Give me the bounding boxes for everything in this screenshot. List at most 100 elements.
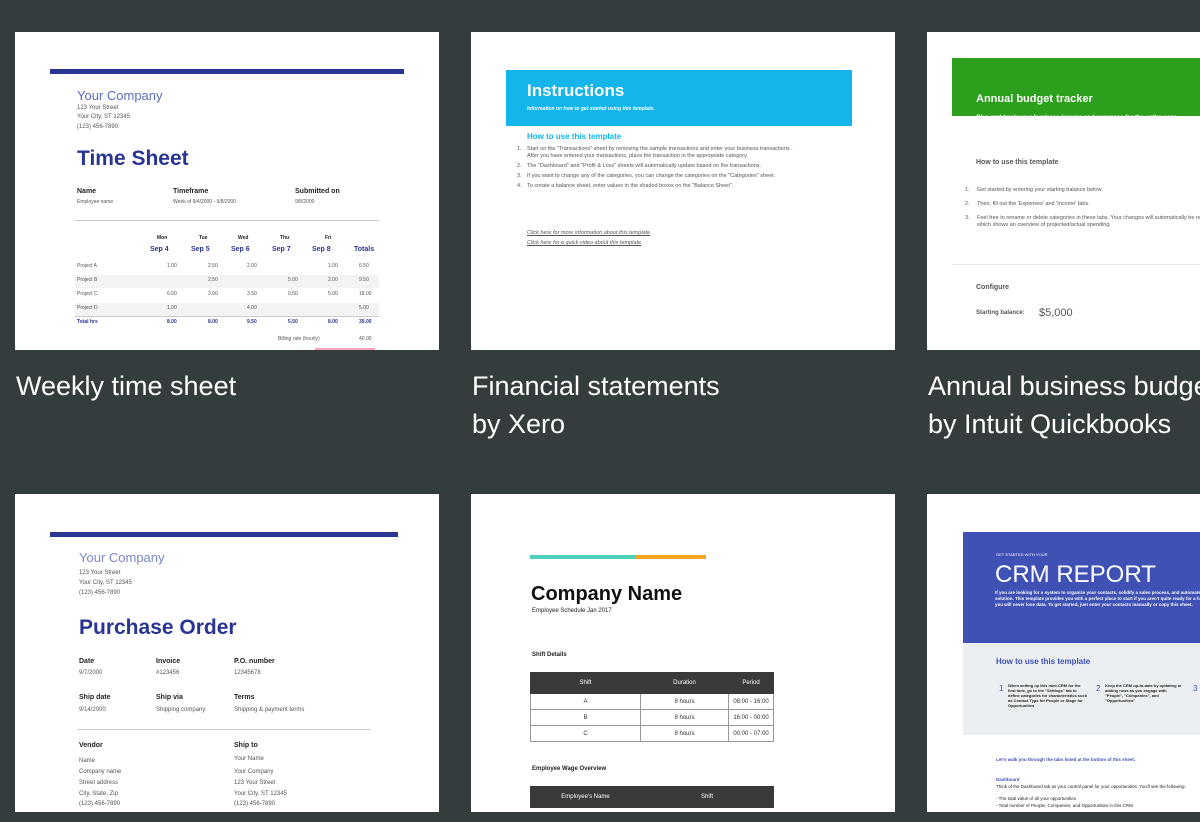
- day-label: Thu: [280, 235, 290, 241]
- vendor-label: Vendor: [79, 742, 103, 749]
- hours-cell: 8.00: [208, 319, 218, 325]
- template-thumbnail[interactable]: Instructions Information on how to get s…: [471, 32, 895, 350]
- hours-cell: 2.00: [247, 263, 257, 269]
- template-card-weekly-time-sheet[interactable]: Your Company 123 Your Street Your City, …: [15, 32, 439, 452]
- template-title[interactable]: Annual business budget: [928, 371, 1200, 401]
- hours-cell: 2.50: [208, 263, 218, 269]
- field-value: Employee name: [77, 199, 114, 205]
- template-title[interactable]: Financial statements: [472, 371, 720, 401]
- shift-cell: 16:00 - 00:00: [728, 709, 774, 726]
- wage-header: Employee's Name: [530, 786, 641, 808]
- field-value: #123456: [156, 670, 180, 676]
- field-label: Timeframe: [173, 188, 209, 195]
- field-label: Ship date: [79, 694, 111, 701]
- day-date: Sep 4: [150, 246, 169, 253]
- day-date: Sep 7: [272, 246, 291, 253]
- shipto-line: Your Company: [234, 769, 274, 775]
- company-name: Company Name: [531, 583, 683, 605]
- field-value: 9/7/2000: [79, 670, 103, 676]
- vendor-line: Company name: [79, 769, 122, 775]
- header-subtitle: Plan and track your business income and …: [976, 115, 1178, 121]
- step-text: To create a balance sheet, enter values …: [527, 183, 734, 189]
- row-total: 6.50: [359, 263, 369, 269]
- crm-step-text: Keep the CRM up-to-date by updating or a…: [1105, 683, 1182, 703]
- template-thumbnail[interactable]: Annual budget tracker Plan and track you…: [927, 32, 1200, 350]
- step-text: Feel free to rename or delete categories…: [977, 215, 1200, 228]
- hours-cell: 8.00: [167, 319, 177, 325]
- template-title[interactable]: Weekly time sheet: [16, 371, 237, 401]
- hours-cell: 5.00: [328, 291, 338, 297]
- hours-cell: 6.00: [167, 291, 177, 297]
- field-value: Shipping & payment terms: [234, 707, 305, 713]
- crm-step-num: 3: [1193, 684, 1198, 693]
- crm-kicker: GET STARTED WITH YOUR: [996, 552, 1048, 557]
- crm-bullet: - Total number of People, Companies, and…: [996, 803, 1133, 808]
- template-author: by Intuit Quickbooks: [928, 409, 1172, 439]
- field-label: Date: [79, 658, 95, 665]
- crm-title: CRM REPORT: [995, 561, 1156, 588]
- wage-header: Shift: [640, 786, 774, 808]
- amount-cutoff: [315, 348, 375, 350]
- template-thumbnail[interactable]: Your Company 123 Your Street Your City, …: [15, 494, 439, 812]
- hours-cell: 0.50: [288, 291, 298, 297]
- hours-cell: 5.00: [288, 277, 298, 283]
- template-card-annual-business-budget[interactable]: Annual budget tracker Plan and track you…: [927, 32, 1200, 452]
- row-total: 9.50: [359, 277, 369, 283]
- wage-overview-title: Employee Wage Overview: [532, 766, 607, 772]
- vendor-line: Name: [79, 758, 96, 764]
- day-label: Wed: [238, 235, 249, 241]
- field-label: Submitted on: [295, 188, 340, 195]
- shipto-line: Your Name: [234, 756, 264, 762]
- template-thumbnail[interactable]: Company Name Employee Schedule Jan 2017 …: [471, 494, 895, 812]
- field-label: Name: [77, 188, 97, 195]
- hours-cell: 4.00: [247, 305, 257, 311]
- field-value: Shipping company: [156, 707, 206, 713]
- shift-header: Period: [728, 672, 774, 694]
- billing-value: 40.00: [359, 336, 372, 342]
- crm-step-num: 2: [1096, 684, 1101, 693]
- address-line: (123) 456-7890: [77, 124, 119, 130]
- crm-dashboard-desc: Think of the Dashboard tab as your contr…: [996, 784, 1186, 789]
- shipto-line: Your City, ST 12345: [234, 791, 287, 797]
- day-label: Fri: [325, 235, 332, 241]
- divider: [952, 264, 1200, 265]
- crm-step-text: When setting up this mini-CRM for the fi…: [1008, 683, 1088, 708]
- field-label: Ship via: [156, 694, 183, 701]
- template-card-purchase-order[interactable]: Your Company 123 Your Street Your City, …: [15, 494, 439, 812]
- starting-balance-label: Starting balance:: [976, 310, 1025, 316]
- hours-cell: 9.50: [247, 319, 257, 325]
- day-label: Mon: [157, 235, 168, 241]
- step-list: 1. Get started by entering your starting …: [965, 187, 1200, 229]
- row-total: 18.00: [359, 291, 372, 297]
- shift-header: Shift: [530, 672, 641, 694]
- budget-header: [952, 58, 1200, 116]
- shift-cell: 8 hours: [640, 693, 729, 710]
- video-link[interactable]: Click here for a quick video about this …: [527, 240, 642, 246]
- template-card-financial-statements[interactable]: Instructions Information on how to get s…: [471, 32, 895, 452]
- hours-cell: 2.00: [328, 277, 338, 283]
- crm-bullet: - The total value of all your opportunit…: [996, 796, 1076, 801]
- template-card-employee-schedule[interactable]: Company Name Employee Schedule Jan 2017 …: [471, 494, 895, 812]
- shift-details-title: Shift Details: [532, 652, 567, 658]
- template-thumbnail[interactable]: Your Company 123 Your Street Your City, …: [15, 32, 439, 350]
- shift-cell: 8 hours: [640, 725, 729, 742]
- shipto-line: 123 Your Street: [234, 780, 276, 786]
- doc-title: Purchase Order: [79, 616, 237, 639]
- day-label: Tue: [199, 235, 208, 241]
- shift-cell: A: [530, 693, 641, 710]
- template-thumbnail[interactable]: GET STARTED WITH YOUR CRM REPORT If you …: [927, 494, 1200, 812]
- step-text: Then, fill out the 'Expenses' and 'Incom…: [977, 201, 1090, 207]
- field-value: 9/8/2000: [295, 199, 315, 205]
- row-total: 39.00: [359, 319, 372, 325]
- info-link[interactable]: Click here for more information about th…: [527, 230, 651, 236]
- template-card-crm-report[interactable]: GET STARTED WITH YOUR CRM REPORT If you …: [927, 494, 1200, 812]
- field-value: Week of 9/4/2000 - 9/8/2000: [173, 199, 237, 205]
- field-value: 12345678: [234, 670, 261, 676]
- section-title: How to use this template: [976, 159, 1059, 166]
- field-label: Terms: [234, 694, 255, 701]
- wage-table: Employee's Name Shift: [530, 786, 774, 808]
- hours-cell: 3.00: [208, 291, 218, 297]
- company-name: Your Company: [79, 550, 165, 565]
- vendor-line: Street address: [79, 780, 119, 786]
- header-title: Instructions: [527, 81, 625, 100]
